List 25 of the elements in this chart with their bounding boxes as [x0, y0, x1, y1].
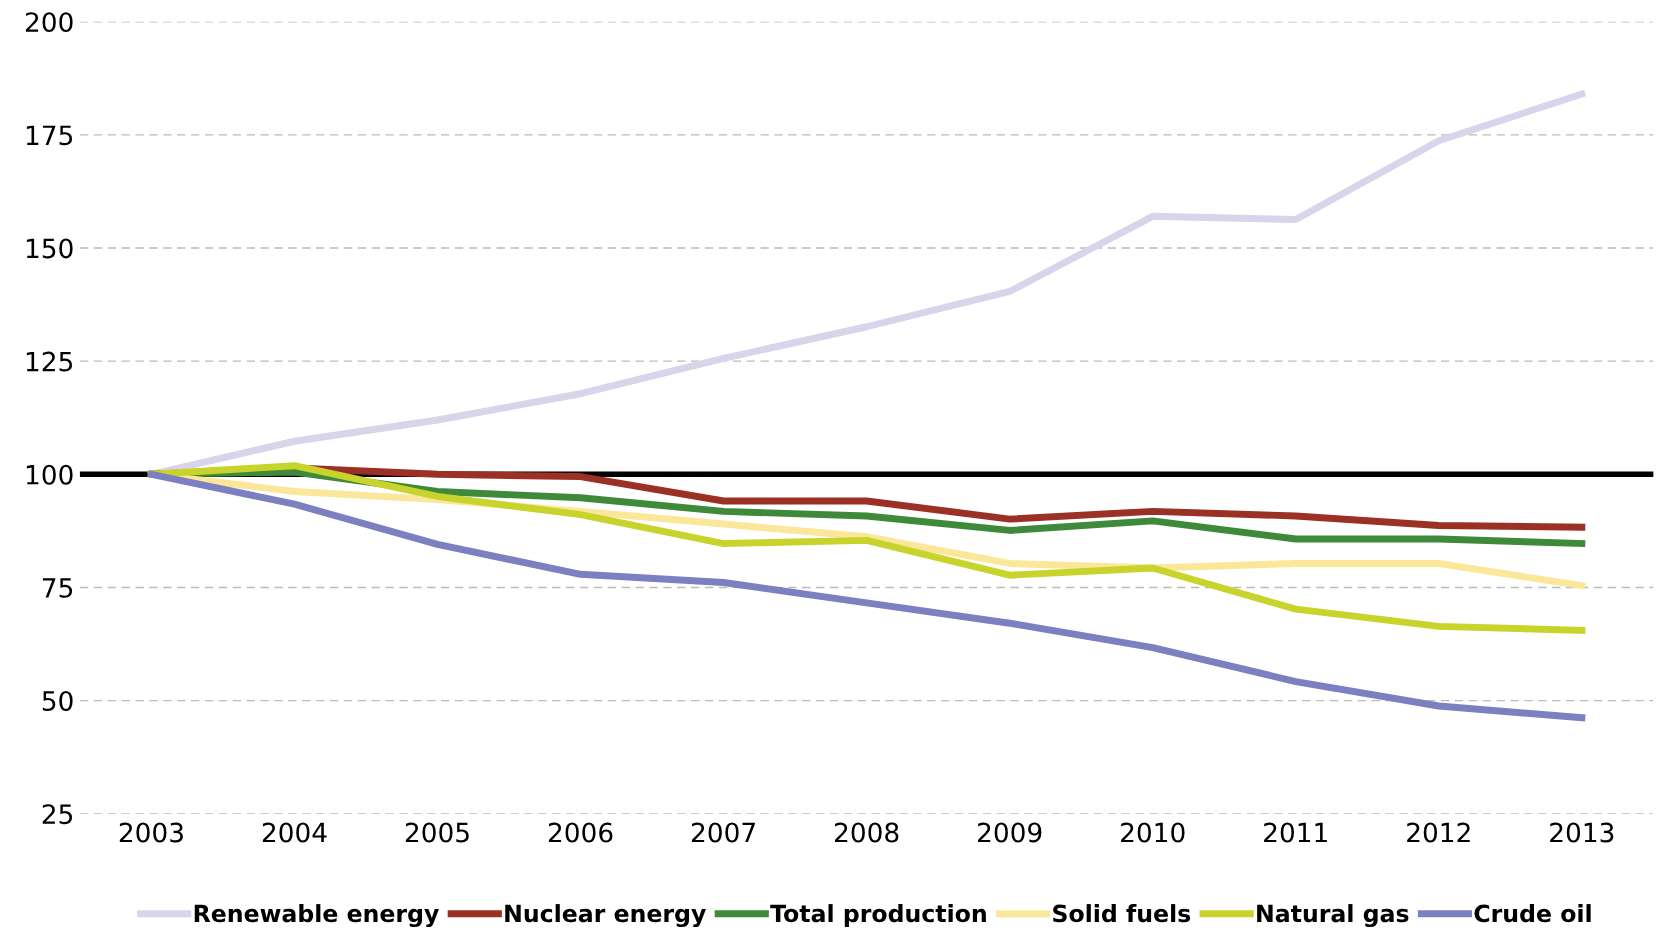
y-tick-label: 175	[26, 125, 73, 146]
y-tick-label: 200	[25, 12, 73, 33]
y-tick-label: 125	[26, 351, 73, 372]
legend-label: Crude oil	[1474, 904, 1591, 923]
y-tick-label: 50	[42, 691, 73, 711]
x-tick-label: 2006	[548, 822, 613, 843]
x-tick-label: 2012	[1407, 822, 1470, 843]
legend-label: Total production	[770, 904, 986, 927]
legend-label: Natural gas	[1257, 904, 1409, 928]
y-tick-label: 100	[26, 464, 73, 485]
legend-label: Renewable energy	[194, 904, 439, 928]
legend-label: Nuclear energy	[505, 904, 706, 928]
y-tick-label: 25	[42, 804, 73, 825]
x-tick-label: 2005	[405, 822, 469, 843]
x-tick-label: 2007	[691, 822, 755, 843]
x-tick-label: 2011	[1264, 822, 1327, 843]
x-tick-label: 2008	[834, 822, 899, 843]
y-tick-label: 75	[42, 578, 73, 598]
legend-label: Solid fuels	[1053, 904, 1191, 923]
x-tick-label: 2009	[978, 822, 1042, 843]
x-tick-label: 2004	[262, 822, 327, 843]
x-tick-label: 2013	[1550, 822, 1614, 843]
y-tick-label: 150	[26, 238, 73, 259]
x-tick-label: 2010	[1121, 822, 1185, 843]
x-tick-label: 2003	[119, 822, 183, 843]
